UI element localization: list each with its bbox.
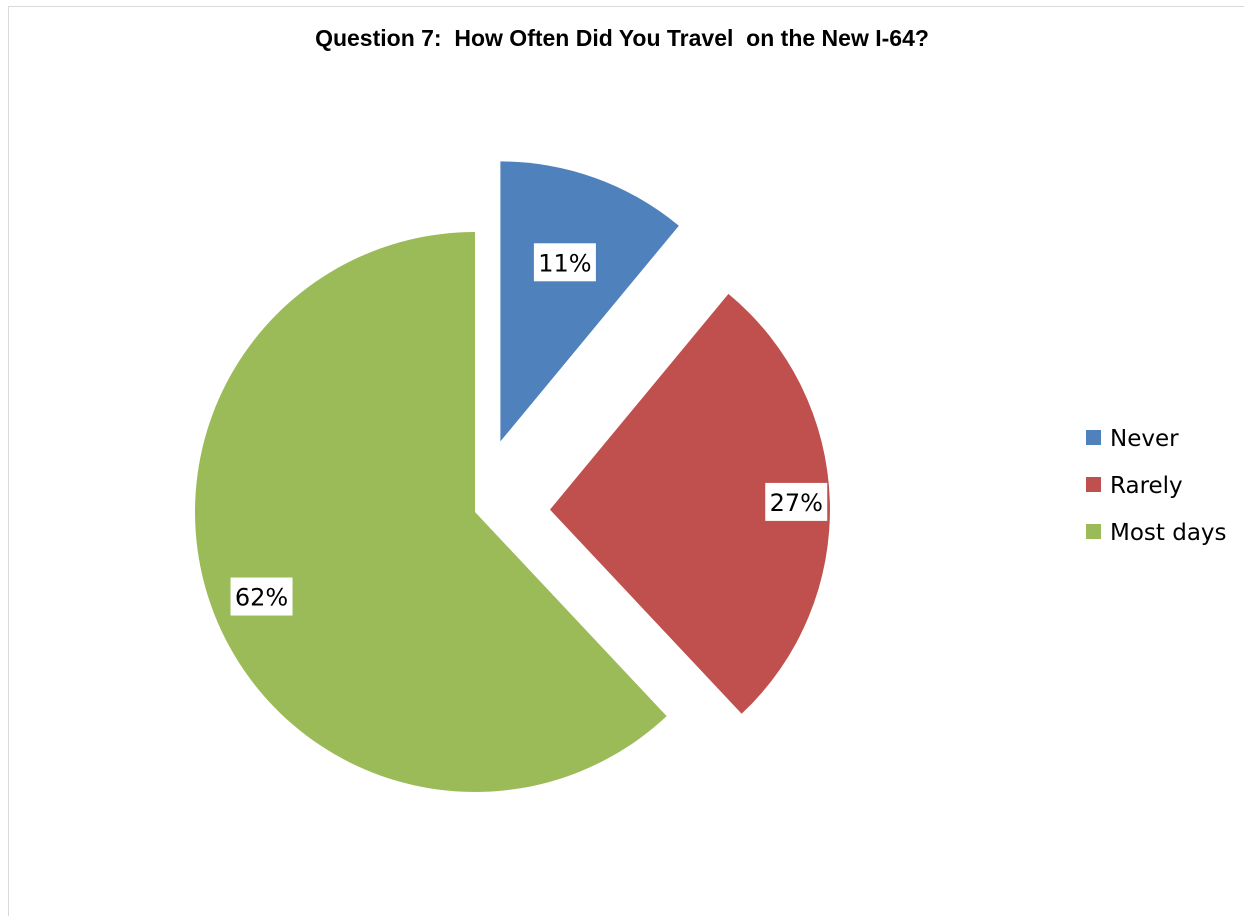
legend-swatch <box>1086 430 1101 445</box>
legend-item-rarely: Rarely <box>1086 473 1183 499</box>
data-label-text: 27% <box>770 489 823 517</box>
pie-slice-rarely <box>549 293 830 714</box>
data-label-never: 11% <box>533 243 596 282</box>
legend-item-never: Never <box>1086 426 1179 452</box>
data-label-box <box>765 482 828 521</box>
pie-slice-most-days <box>194 232 667 792</box>
legend-label: Never <box>1110 426 1179 452</box>
data-label-text: 11% <box>538 249 591 277</box>
data-label-box <box>533 243 596 282</box>
legend-swatch <box>1086 477 1101 492</box>
data-label-box <box>230 577 293 616</box>
legend-label: Rarely <box>1110 473 1183 499</box>
legend: Never Rarely Most days <box>1086 426 1227 546</box>
pie-slice-never <box>500 161 679 442</box>
data-label-most-days: 62% <box>230 577 293 616</box>
data-label-text: 62% <box>235 584 288 612</box>
data-labels: 11% 27% 62% <box>230 243 828 616</box>
legend-item-most-days: Most days <box>1086 520 1227 546</box>
legend-swatch <box>1086 524 1101 539</box>
pie-slices <box>194 161 830 792</box>
data-label-rarely: 27% <box>765 482 828 521</box>
legend-label: Most days <box>1110 520 1227 546</box>
chart-title: Question 7: How Often Did You Travel on … <box>315 25 929 51</box>
